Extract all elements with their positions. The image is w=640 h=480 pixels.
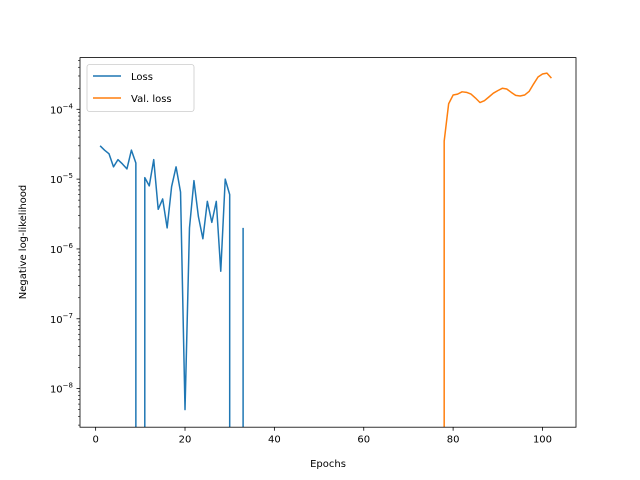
y-tick-exponent: −7	[63, 312, 73, 320]
y-tick-label: 10−5	[50, 172, 73, 186]
y-tick-exponent: −8	[63, 382, 73, 390]
y-tick-exponent: −6	[63, 242, 74, 250]
x-tick-label: 0	[92, 435, 98, 446]
y-axis-label: Negative log-likelihood	[18, 185, 29, 300]
x-tick-label: 80	[447, 435, 460, 446]
y-tick-base: 10	[50, 105, 63, 116]
series-layer	[99, 72, 552, 428]
y-axis: 10−810−710−610−510−4	[50, 60, 80, 426]
y-tick-exponent: −5	[63, 172, 73, 180]
legend: Loss Val. loss	[86, 64, 195, 112]
series-line-val-loss	[443, 72, 552, 428]
x-tick-label: 20	[179, 435, 192, 446]
legend-label-loss: Loss	[131, 72, 153, 83]
x-tick-label: 40	[268, 435, 281, 446]
x-tick-label: 60	[357, 435, 370, 446]
y-tick-base: 10	[50, 245, 63, 256]
y-tick-base: 10	[50, 175, 63, 186]
y-tick-label: 10−4	[50, 102, 74, 116]
y-tick-label: 10−8	[50, 382, 73, 396]
y-tick-label: 10−6	[50, 242, 74, 256]
y-tick-label: 10−7	[50, 312, 73, 326]
y-tick-base: 10	[50, 385, 63, 396]
x-axis-label: Epochs	[310, 459, 346, 470]
series-line-loss	[99, 145, 244, 428]
plot-frame	[79, 57, 577, 428]
y-tick-exponent: −4	[63, 102, 74, 110]
legend-label-val-loss: Val. loss	[131, 94, 172, 105]
y-tick-base: 10	[50, 315, 63, 326]
x-tick-label: 100	[533, 435, 552, 446]
plot-area	[79, 57, 577, 428]
x-axis: 0 20 40 60 80 100	[92, 427, 552, 446]
